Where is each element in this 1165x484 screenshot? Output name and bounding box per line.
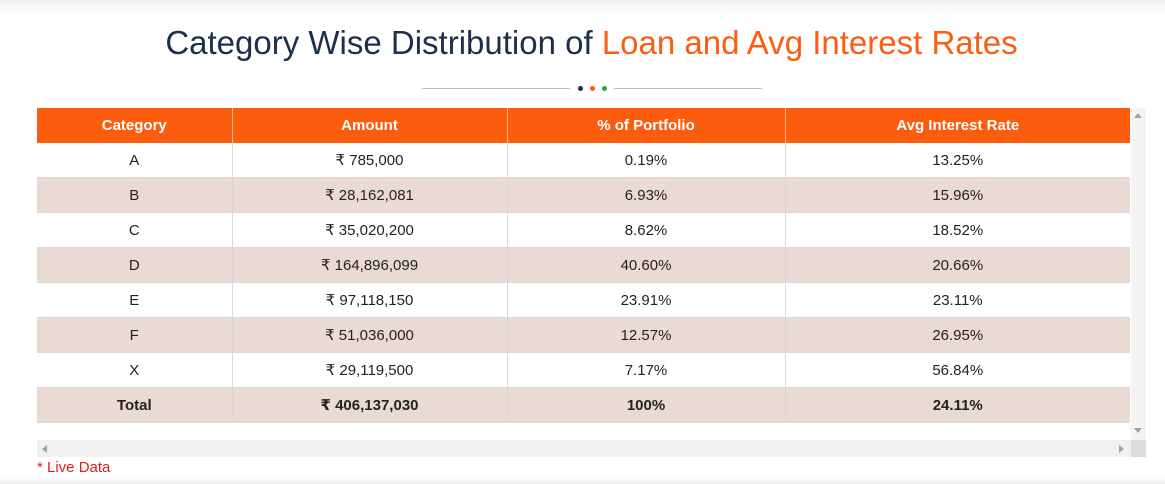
cell-portfolio: 7.17% — [507, 352, 786, 388]
cell-portfolio: 23.91% — [507, 282, 786, 318]
cell-category: F — [37, 317, 233, 353]
cell-category: E — [37, 282, 233, 318]
horizontal-scrollbar[interactable] — [37, 440, 1131, 457]
vertical-scrollbar[interactable] — [1131, 108, 1146, 440]
cell-amount: ₹ 97,118,150 — [232, 282, 508, 318]
title-divider — [422, 82, 762, 96]
cell-category: X — [37, 352, 233, 388]
cell-amount: ₹ 29,119,500 — [232, 352, 508, 388]
cell-amount: ₹ 164,896,099 — [232, 247, 508, 283]
cell-interest: 20.66% — [785, 247, 1130, 283]
table-row: X ₹ 29,119,500 7.17% 56.84% — [37, 352, 1130, 388]
table-row: D ₹ 164,896,099 40.60% 20.66% — [37, 247, 1130, 283]
total-interest: 24.11% — [785, 387, 1130, 423]
cell-portfolio: 40.60% — [507, 247, 786, 283]
cell-amount: ₹ 35,020,200 — [232, 212, 508, 248]
title-accent: Loan and Avg Interest Rates — [601, 24, 1018, 61]
header-category: Category — [37, 108, 233, 143]
header-portfolio: % of Portfolio — [507, 108, 786, 143]
cell-portfolio: 8.62% — [507, 212, 786, 248]
top-shadow — [0, 0, 1165, 14]
cell-category: B — [37, 177, 233, 213]
cell-amount: ₹ 785,000 — [232, 143, 508, 178]
table-row: A ₹ 785,000 0.19% 13.25% — [37, 143, 1130, 178]
cell-amount: ₹ 28,162,081 — [232, 177, 508, 213]
cell-interest: 23.11% — [785, 282, 1130, 318]
table-row: C ₹ 35,020,200 8.62% 18.52% — [37, 212, 1130, 248]
scrollbar-corner — [1131, 440, 1146, 457]
cell-amount: ₹ 51,036,000 — [232, 317, 508, 353]
bottom-shadow — [0, 478, 1165, 484]
table-row: F ₹ 51,036,000 12.57% 26.95% — [37, 317, 1130, 353]
cell-interest: 13.25% — [785, 143, 1130, 178]
cell-interest: 26.95% — [785, 317, 1130, 353]
table-container: Category Amount % of Portfolio Avg Inter… — [37, 108, 1130, 423]
distribution-table: Category Amount % of Portfolio Avg Inter… — [37, 108, 1130, 423]
scroll-right-icon[interactable] — [1119, 445, 1124, 453]
table-row: B ₹ 28,162,081 6.93% 15.96% — [37, 177, 1130, 213]
divider-line-right — [614, 88, 762, 89]
cell-interest: 15.96% — [785, 177, 1130, 213]
total-portfolio: 100% — [507, 387, 786, 423]
divider-dot-navy — [578, 86, 583, 91]
cell-interest: 56.84% — [785, 352, 1130, 388]
cell-category: C — [37, 212, 233, 248]
cell-portfolio: 12.57% — [507, 317, 786, 353]
cell-category: D — [37, 247, 233, 283]
table-row: E ₹ 97,118,150 23.91% 23.11% — [37, 282, 1130, 318]
scroll-left-icon[interactable] — [42, 445, 47, 453]
table-header-row: Category Amount % of Portfolio Avg Inter… — [37, 108, 1130, 143]
cell-category: A — [37, 143, 233, 178]
header-amount: Amount — [232, 108, 508, 143]
total-amount: ₹ 406,137,030 — [232, 387, 508, 423]
cell-interest: 18.52% — [785, 212, 1130, 248]
divider-dot-orange — [590, 86, 595, 91]
scroll-down-icon[interactable] — [1134, 428, 1142, 433]
live-data-note: * Live Data — [37, 459, 111, 476]
table-total-row: Total ₹ 406,137,030 100% 24.11% — [37, 387, 1130, 423]
cell-portfolio: 0.19% — [507, 143, 786, 178]
divider-dot-green — [602, 86, 607, 91]
divider-line-left — [422, 88, 570, 89]
title-main: Category Wise Distribution of — [165, 24, 593, 61]
header-interest: Avg Interest Rate — [785, 108, 1130, 143]
cell-portfolio: 6.93% — [507, 177, 786, 213]
scroll-up-icon[interactable] — [1134, 113, 1142, 118]
total-label: Total — [37, 387, 233, 423]
page-title: Category Wise Distribution of Loan and A… — [0, 24, 1165, 62]
